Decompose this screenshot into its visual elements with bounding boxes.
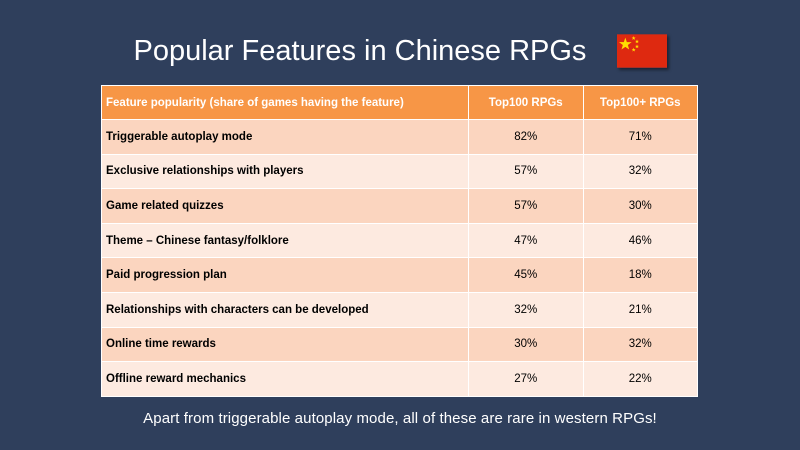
top100plus-cell: 32% <box>582 153 698 190</box>
header-top100: Top100 RPGs <box>468 85 584 120</box>
title-text: Popular Features in Chinese RPGs <box>133 35 587 68</box>
table-row: Relationships with characters can be dev… <box>101 291 698 328</box>
table-row: Exclusive relationships with players 57%… <box>101 153 698 190</box>
top100-cell: 82% <box>468 119 584 155</box>
features-table: Feature popularity (share of games havin… <box>101 85 698 397</box>
table-row: Offline reward mechanics 27% 22% <box>101 361 698 397</box>
top100-cell: 27% <box>468 361 584 397</box>
feature-cell: Paid progression plan <box>101 257 469 293</box>
feature-cell: Online time rewards <box>101 326 469 363</box>
top100plus-cell: 21% <box>582 291 698 328</box>
feature-cell: Theme – Chinese fantasy/folklore <box>101 222 469 259</box>
top100plus-cell: 22% <box>582 361 698 397</box>
top100plus-cell: 71% <box>582 119 698 155</box>
china-flag-icon <box>616 34 667 69</box>
table-header-row: Feature popularity (share of games havin… <box>101 85 698 120</box>
table-row: Game related quizzes 57% 30% <box>101 188 698 224</box>
top100-cell: 32% <box>468 291 584 328</box>
top100-cell: 45% <box>468 257 584 293</box>
table-row: Triggerable autoplay mode 82% 71% <box>101 119 698 155</box>
feature-cell: Exclusive relationships with players <box>101 153 469 190</box>
top100plus-cell: 32% <box>582 326 698 363</box>
top100plus-cell: 30% <box>582 188 698 224</box>
top100-cell: 57% <box>468 153 584 190</box>
table-row: Online time rewards 30% 32% <box>101 326 698 363</box>
top100plus-cell: 46% <box>582 222 698 259</box>
feature-cell: Relationships with characters can be dev… <box>101 291 469 328</box>
top100-cell: 47% <box>468 222 584 259</box>
slide-title: Popular Features in Chinese RPGs <box>0 30 800 71</box>
header-feature: Feature popularity (share of games havin… <box>101 85 469 120</box>
table-row: Paid progression plan 45% 18% <box>101 257 698 293</box>
top100-cell: 30% <box>468 326 584 363</box>
feature-cell: Triggerable autoplay mode <box>101 119 469 155</box>
header-top100plus: Top100+ RPGs <box>582 85 698 120</box>
feature-cell: Game related quizzes <box>101 188 469 224</box>
footnote: Apart from triggerable autoplay mode, al… <box>143 410 657 427</box>
feature-cell: Offline reward mechanics <box>101 361 469 397</box>
table-row: Theme – Chinese fantasy/folklore 47% 46% <box>101 222 698 259</box>
top100-cell: 57% <box>468 188 584 224</box>
top100plus-cell: 18% <box>582 257 698 293</box>
